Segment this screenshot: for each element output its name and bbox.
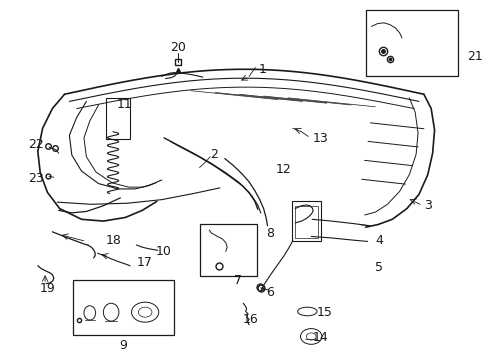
- Text: 19: 19: [40, 283, 55, 296]
- Text: 14: 14: [311, 331, 327, 344]
- Text: 18: 18: [105, 234, 122, 247]
- Text: 6: 6: [265, 286, 273, 299]
- Text: 20: 20: [169, 41, 185, 54]
- Text: 4: 4: [375, 234, 383, 247]
- Text: 16: 16: [242, 313, 258, 326]
- Text: 22: 22: [28, 138, 44, 151]
- Bar: [291, 202, 320, 241]
- Text: 17: 17: [136, 256, 152, 269]
- Text: 5: 5: [375, 261, 383, 274]
- Text: 11: 11: [117, 99, 132, 112]
- Text: 9: 9: [119, 338, 126, 351]
- Text: 15: 15: [316, 306, 332, 319]
- Text: 10: 10: [156, 245, 171, 258]
- Text: 7: 7: [234, 274, 242, 287]
- Bar: [73, 280, 174, 336]
- Bar: [199, 224, 256, 276]
- Text: 12: 12: [275, 163, 291, 176]
- Text: 23: 23: [28, 172, 44, 185]
- Text: 8: 8: [265, 227, 273, 240]
- Text: 3: 3: [423, 198, 431, 212]
- Text: 13: 13: [311, 132, 327, 145]
- Text: 2: 2: [210, 148, 218, 162]
- Bar: [295, 206, 317, 238]
- Text: 1: 1: [258, 63, 266, 76]
- Bar: [105, 98, 130, 139]
- Bar: [365, 10, 457, 76]
- Text: 21: 21: [467, 50, 482, 63]
